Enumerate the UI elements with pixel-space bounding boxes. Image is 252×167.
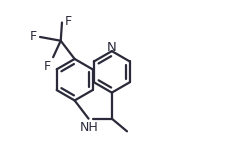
Text: NH: NH xyxy=(80,121,99,134)
Text: N: N xyxy=(107,41,116,54)
Text: F: F xyxy=(29,30,37,43)
Text: F: F xyxy=(44,60,51,73)
Text: F: F xyxy=(64,15,71,28)
